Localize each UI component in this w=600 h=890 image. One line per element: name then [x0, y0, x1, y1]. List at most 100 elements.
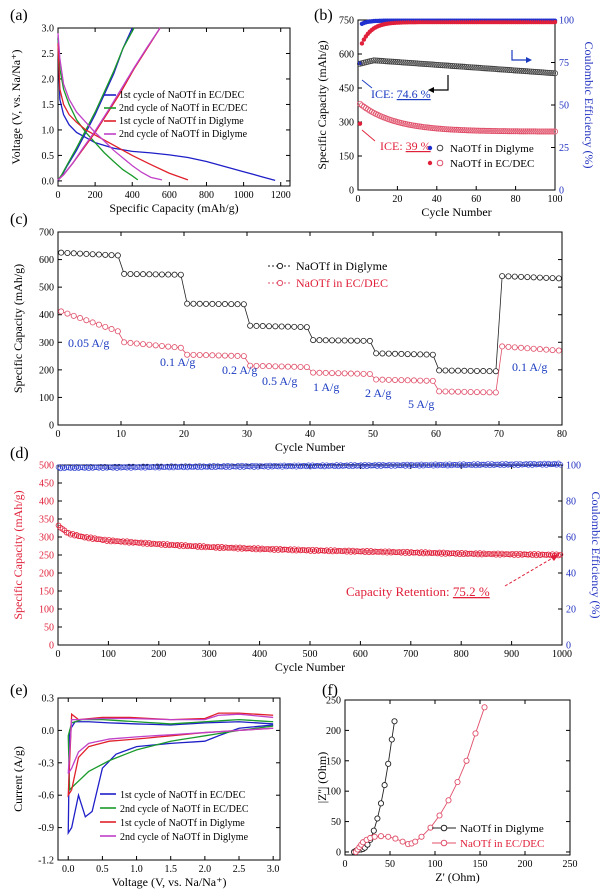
- y-tick-label: 400: [39, 310, 54, 321]
- capacity-point-ecdec: [435, 125, 442, 132]
- rate-point: [322, 337, 329, 344]
- y-tick-label: 50: [44, 623, 54, 634]
- capacity-point-diglyme: [451, 63, 458, 70]
- rate-point: [121, 339, 128, 346]
- plot-frame: [344, 699, 571, 856]
- nyquist-point: [388, 736, 395, 743]
- rate-point: [486, 368, 493, 375]
- ice-leader: [361, 129, 376, 142]
- ce-point: [313, 463, 320, 469]
- rate-point: [114, 328, 121, 335]
- y-tick-label: 3.0: [42, 24, 55, 35]
- cv-curve-3: [67, 712, 274, 798]
- rate-point: [366, 337, 373, 344]
- capacity-point-diglyme: [423, 61, 430, 68]
- capacity-point-diglyme: [412, 60, 419, 67]
- capacity-point-ecdec: [544, 128, 551, 135]
- arrow-head: [428, 87, 434, 93]
- capacity-point-diglyme: [548, 69, 555, 76]
- y-tick-label: 500: [39, 283, 54, 294]
- capacity-point: [96, 536, 102, 542]
- x-tick-label: 40: [305, 429, 315, 440]
- rate-point: [259, 323, 266, 330]
- rate-point: [379, 376, 386, 383]
- capacity-point-diglyme: [486, 65, 493, 72]
- ce-point: [356, 462, 362, 469]
- rate-point: [505, 273, 512, 280]
- legend-marker: [276, 279, 284, 287]
- x-tick-label: 2.5: [233, 864, 246, 875]
- capacity-point-diglyme: [392, 58, 399, 65]
- x-tick-label: 50: [368, 429, 378, 440]
- capacity-point-ecdec: [512, 128, 519, 135]
- capacity-point-diglyme: [408, 60, 415, 67]
- rate-point: [278, 363, 285, 370]
- y-axis-label: |Z''| (Ohm): [315, 752, 329, 803]
- ce-point: [467, 461, 473, 468]
- charge-curve-2: [57, 27, 135, 181]
- x-axis-label: Specific Capacity (mAh/g): [109, 201, 238, 215]
- rate-point: [215, 300, 222, 307]
- legend-marker: [427, 145, 433, 151]
- ce-point-ecdec: [359, 41, 365, 46]
- ce-point: [325, 463, 332, 469]
- legend-entry: NaOTf in EC/DEC: [296, 276, 388, 290]
- rate-point: [335, 337, 342, 344]
- rate-point: [203, 352, 210, 359]
- capacity-point-diglyme: [382, 58, 389, 65]
- ice-diglyme: ICE: 74.6 %: [371, 87, 431, 101]
- capacity-point-diglyme: [481, 65, 488, 72]
- x-tick-label: 0: [56, 429, 61, 440]
- rate-point: [354, 370, 361, 377]
- capacity-point-diglyme: [433, 61, 440, 68]
- ce-point: [285, 463, 292, 469]
- rate-point: [392, 376, 399, 383]
- capacity-point-diglyme: [510, 67, 517, 74]
- y2-tick-label: 20: [566, 605, 576, 616]
- capacity-point: [428, 550, 435, 556]
- capacity-point-diglyme: [540, 69, 547, 76]
- y2-tick-label: 100: [566, 461, 581, 472]
- rate-point: [146, 271, 153, 278]
- ce-point-ecdec: [552, 19, 558, 25]
- legend-marker: [427, 160, 433, 166]
- ce-point: [132, 464, 138, 471]
- capacity-point-ecdec: [485, 127, 492, 134]
- capacity-point-diglyme: [376, 57, 383, 64]
- rate-point: [171, 271, 178, 278]
- ce-point: [148, 464, 154, 470]
- panel-label: (d): [10, 445, 29, 462]
- nyquist-point: [377, 833, 385, 840]
- capacity-point-diglyme: [504, 66, 511, 73]
- x-tick-label: 80: [511, 194, 521, 205]
- capacity-point-ecdec: [526, 128, 533, 135]
- panel-label: (a): [10, 7, 28, 24]
- ce-point: [243, 463, 249, 469]
- capacity-point-ecdec: [494, 128, 501, 135]
- rate-point: [310, 337, 317, 344]
- capacity-point-diglyme: [431, 61, 438, 68]
- rate-point: [83, 317, 90, 324]
- ce-point: [79, 464, 86, 471]
- y-tick-label: 400: [39, 497, 54, 508]
- capacity-point-ecdec: [459, 127, 466, 134]
- rate-point: [543, 274, 550, 281]
- y-tick-label: 300: [39, 533, 54, 544]
- capacity-point-ecdec: [506, 128, 513, 135]
- y-tick-label: 1.5: [42, 100, 55, 111]
- rate-point: [221, 301, 228, 308]
- x-tick-label: 70: [494, 429, 504, 440]
- ce-point: [217, 463, 223, 470]
- capacity-point-diglyme: [469, 64, 476, 71]
- capacity-point-diglyme: [396, 59, 403, 66]
- capacity-point-diglyme: [506, 67, 513, 74]
- ce-point: [311, 463, 318, 470]
- rate-label: 0.5 A/g: [262, 374, 297, 388]
- capacity-point-ecdec: [463, 127, 470, 134]
- capacity-point-diglyme: [516, 67, 523, 74]
- capacity-point-ecdec: [546, 128, 553, 135]
- ce-point: [65, 464, 72, 471]
- x-tick-label: 1200: [271, 190, 291, 201]
- ce-point: [505, 462, 511, 468]
- nyquist-point: [481, 704, 488, 711]
